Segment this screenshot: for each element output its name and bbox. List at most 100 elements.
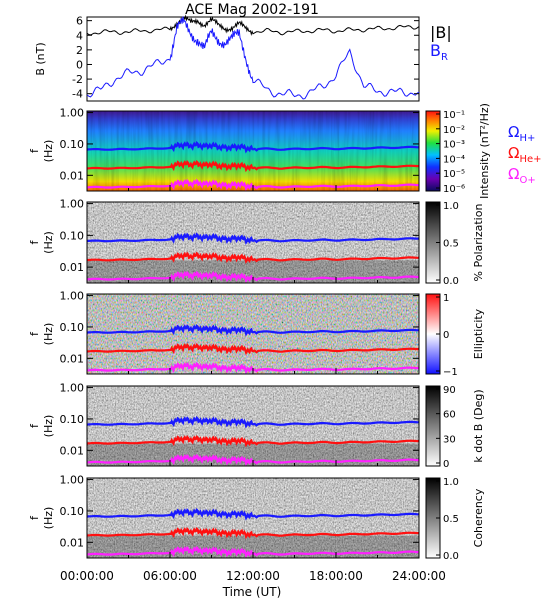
polarization-texture	[87, 202, 419, 283]
time-tick-label: 00:00:00	[60, 569, 114, 583]
gyro-label-2: ΩO+	[508, 165, 536, 186]
freq-axis-label-units: (Hz)	[42, 415, 55, 438]
colorbar-tick-label: 0.5	[443, 514, 459, 525]
colorbar-tick-label: −1	[443, 367, 458, 378]
freq-tick-label: 1.00	[60, 290, 85, 303]
intensity-colorbar	[425, 110, 441, 192]
colorbar-tick-label: 0.0	[443, 276, 459, 287]
colorbar-tick-label: 10⁻²	[443, 125, 465, 136]
freq-axis-label-f: f	[28, 239, 41, 244]
time-tick-label: 06:00:00	[143, 569, 197, 583]
he-plus-line	[86, 159, 420, 173]
kdotb-texture	[87, 386, 419, 466]
freq-axis-label-units: (Hz)	[42, 507, 55, 530]
colorbar-tick-label: 0.5	[443, 239, 459, 250]
spectrogram-panel-polarization: 1.00 0.10 0.01 f (Hz) 1.0 0.5 0.0 % Polarization	[28, 198, 485, 287]
mag-y-tick-label: 6	[76, 15, 83, 28]
spectrogram-panel-coherency: 1.00 0.10 0.01 f (Hz) 1.0 0.5 0.0 Coherency	[28, 474, 485, 562]
freq-tick-label: 0.01	[60, 536, 85, 549]
freq-tick-label: 0.10	[60, 505, 85, 518]
time-axis-label: Time (UT)	[222, 585, 282, 599]
freq-axis-label-f: f	[28, 331, 41, 336]
h-plus-line	[86, 324, 420, 337]
he-plus-line	[86, 526, 420, 540]
freq-axis-label-f: f	[28, 515, 41, 520]
freq-tick-label: 0.01	[60, 261, 85, 274]
kdotb-colorbar-label: k dot B (Deg)	[472, 389, 485, 462]
freq-axis-label-units: (Hz)	[42, 140, 55, 163]
freq-axis-label-units: (Hz)	[42, 231, 55, 254]
mag-y-tick-label: -2	[72, 73, 83, 86]
mag-y-axis-label: B (nT)	[34, 42, 47, 75]
freq-tick-label: 0.01	[60, 444, 85, 457]
ellipticity-colorbar-label: Ellipticity	[472, 308, 485, 359]
h-plus-line	[86, 141, 420, 154]
o-plus-line	[86, 178, 420, 191]
o-plus-line	[86, 545, 420, 558]
freq-tick-label: 1.00	[60, 382, 85, 395]
colorbar-tick-label: 10⁻¹	[443, 110, 465, 121]
h-plus-line	[86, 416, 420, 429]
freq-tick-label: 0.10	[60, 138, 85, 151]
colorbar-tick-label: 10⁻⁶	[443, 184, 465, 195]
mag-y-tick-label: 4	[76, 29, 83, 42]
figure-title: ACE Mag 2002-191	[185, 2, 319, 18]
freq-axis-label-units: (Hz)	[42, 323, 55, 346]
time-axis: 00:00:00 06:00:00 12:00:00 18:00:00 24:00:00	[60, 569, 446, 583]
colorbar-tick-label: 10⁻⁵	[443, 169, 465, 180]
legend-b-magnitude: |B|	[430, 23, 452, 42]
kdotb-colorbar	[425, 385, 441, 467]
legend-b-radial: BR	[430, 41, 448, 63]
mag-y-tick-label: -4	[72, 88, 83, 101]
colorbar-tick-label: 90	[443, 385, 456, 396]
freq-axis-label-f: f	[28, 148, 41, 153]
spectrogram-panel-intensity: 1.00 0.10 0.01 f (Hz) 10⁻¹ 10⁻² 10⁻³ 10⁻⁴ 10⁻⁵ 10⁻…	[28, 103, 542, 199]
series-b-magnitude	[86, 14, 420, 37]
spectrogram-panel-kdotb: 1.00 0.10 0.01 f (Hz) 90 60 30 0 k dot B (Deg)	[28, 382, 485, 470]
freq-tick-label: 1.00	[60, 107, 85, 120]
coherency-texture	[87, 478, 419, 558]
polarization-colorbar-label: % Polarization	[472, 204, 485, 282]
colorbar-tick-label: 0.0	[443, 551, 459, 562]
h-plus-line	[86, 508, 420, 521]
ellipticity-texture	[87, 294, 419, 374]
colorbar-tick-label: 0	[443, 459, 449, 470]
colorbar-tick-label: 1.0	[443, 201, 459, 212]
freq-tick-label: 0.10	[60, 413, 85, 426]
freq-tick-label: 0.01	[60, 169, 85, 182]
o-plus-line	[86, 270, 419, 284]
series-b-radial	[86, 16, 420, 100]
intensity-colorbar-label: Intensity (nT²/Hz)	[478, 103, 491, 199]
mag-field-panel: 64 20 -2 -4 B (nT) |B|BR	[34, 14, 452, 102]
o-plus-line	[86, 361, 420, 374]
colorbar-tick-label: 0	[443, 330, 449, 341]
mag-y-tick-label: 2	[76, 44, 83, 57]
mag-y-tick-label: 0	[76, 58, 83, 71]
gyro-label-0: ΩH+	[508, 123, 535, 144]
colorbar-tick-label: 10⁻³	[443, 140, 465, 151]
gyro-label-1: ΩHe+	[508, 144, 542, 165]
colorbar-tick-label: 60	[443, 410, 456, 421]
freq-tick-label: 0.01	[60, 352, 85, 365]
he-plus-line	[86, 251, 420, 264]
freq-tick-label: 1.00	[60, 198, 85, 211]
freq-tick-label: 1.00	[60, 474, 85, 487]
colorbar-tick-label: 1	[443, 293, 449, 304]
colorbar-tick-label: 30	[443, 434, 456, 445]
he-plus-line	[86, 434, 420, 448]
time-tick-label: 18:00:00	[309, 569, 363, 583]
time-tick-label: 24:00:00	[392, 569, 446, 583]
colorbar-tick-label: 1.0	[443, 477, 459, 488]
intensity-texture	[87, 111, 419, 191]
freq-tick-label: 0.10	[60, 229, 85, 242]
freq-tick-label: 0.10	[60, 321, 85, 334]
h-plus-line	[86, 232, 420, 246]
o-plus-line	[86, 453, 420, 466]
colorbar-tick-label: 10⁻⁴	[443, 154, 465, 165]
spectrogram-panel-ellipticity: 1.00 0.10 0.01 f (Hz) 1 0 −1 Ellipticity	[28, 290, 485, 378]
time-tick-label: 12:00:00	[226, 569, 280, 583]
coherency-colorbar-label: Coherency	[472, 488, 485, 547]
he-plus-line	[86, 342, 420, 356]
freq-axis-label-f: f	[28, 423, 41, 428]
